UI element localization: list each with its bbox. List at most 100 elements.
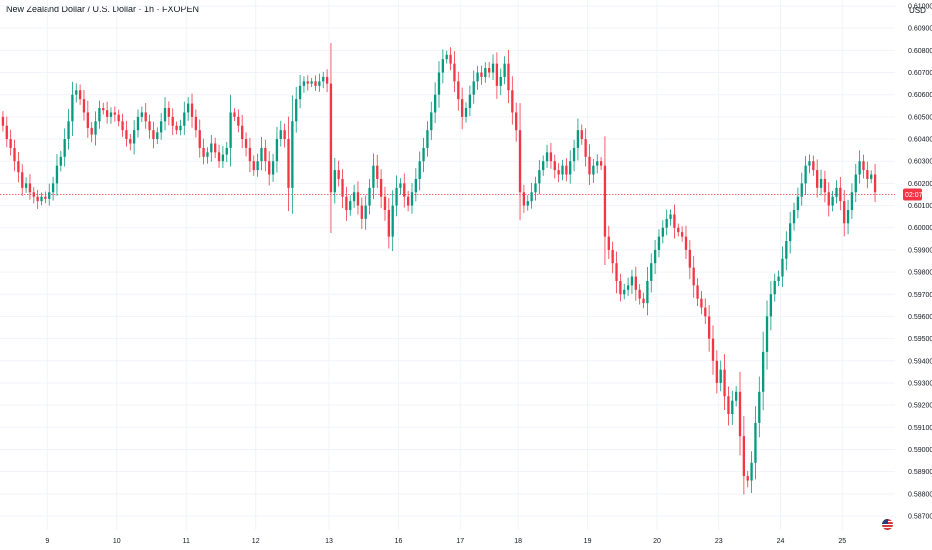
x-axis: 9 10 11 12 13 16 17 18 19 20 23 24 25: [45, 538, 846, 545]
candle-body: [557, 170, 560, 175]
candle-body: [59, 156, 62, 166]
candle: [495, 52, 499, 99]
candle-body: [90, 127, 93, 135]
candle: [785, 231, 788, 271]
candle-body: [287, 139, 290, 188]
candle-body: [71, 94, 74, 122]
candle: [5, 116, 8, 148]
candle-body: [565, 165, 568, 175]
candle: [426, 121, 429, 157]
candle-body: [854, 174, 857, 193]
candle-body: [109, 112, 113, 117]
candle: [669, 209, 672, 226]
candle-body: [395, 187, 398, 206]
candle: [507, 49, 510, 104]
candle-body: [399, 183, 402, 188]
candle: [422, 137, 425, 173]
y-axis: 0.61000 0.60900 0.60800 0.60700 0.60600 0.605…: [908, 4, 932, 521]
candle-body: [569, 161, 572, 175]
candle: [530, 182, 533, 209]
candle-body: [102, 108, 105, 111]
candle: [719, 360, 722, 392]
candle: [596, 154, 599, 174]
candle: [538, 160, 541, 195]
candle: [318, 73, 321, 92]
candle-body: [210, 143, 213, 153]
candle-body: [414, 178, 418, 193]
candle: [368, 178, 371, 215]
candle: [383, 186, 387, 221]
candle-body: [862, 161, 865, 171]
candle: [572, 139, 576, 172]
candle: [279, 120, 282, 147]
candle-body: [673, 214, 676, 228]
candle-body: [615, 263, 618, 281]
candle: [82, 90, 86, 121]
candle-body: [368, 187, 371, 206]
candle-body: [121, 121, 124, 131]
candle: [364, 195, 367, 230]
candle: [468, 85, 472, 117]
candle: [873, 163, 877, 203]
candle-body: [623, 289, 626, 295]
candle-body: [132, 130, 136, 144]
candle-body: [804, 165, 807, 184]
candle: [800, 172, 803, 206]
candle: [136, 109, 140, 138]
candle-body: [596, 161, 599, 166]
candle: [553, 154, 556, 179]
candle-body: [221, 154, 225, 162]
candle: [59, 151, 62, 172]
candle-body: [433, 94, 437, 113]
candle: [379, 169, 383, 209]
candle-body: [734, 391, 738, 401]
candle-body: [144, 112, 147, 122]
candle-body: [352, 192, 356, 202]
us-flag-icon[interactable]: [882, 519, 893, 530]
candle: [40, 192, 43, 206]
candle-body: [233, 112, 236, 117]
candle-body: [866, 170, 869, 179]
candle-body: [665, 218, 668, 228]
candle-body: [746, 476, 749, 481]
candle-body: [422, 147, 425, 162]
candle: [183, 101, 186, 135]
candle: [322, 71, 325, 89]
candle-body: [476, 72, 479, 82]
candle: [588, 144, 591, 186]
candle: [650, 253, 653, 293]
candle: [866, 161, 869, 189]
candle-body: [291, 121, 294, 188]
candle-body: [418, 161, 421, 179]
candle-body: [758, 391, 761, 423]
candle-body: [333, 170, 336, 193]
candle-body: [719, 369, 722, 383]
candle: [113, 106, 116, 122]
candle-body: [105, 110, 109, 117]
candle: [237, 109, 240, 133]
candle: [140, 106, 144, 122]
candle-body: [329, 83, 333, 193]
candle-body: [75, 90, 78, 95]
candle-body: [634, 276, 637, 290]
candle: [611, 241, 614, 274]
candle-body: [526, 201, 529, 206]
candle-body: [738, 391, 742, 437]
candle-body: [379, 178, 383, 197]
candle-body: [94, 121, 97, 135]
candle: [619, 273, 622, 302]
candle: [129, 133, 132, 151]
candle-body: [657, 236, 661, 250]
candle-body: [360, 205, 363, 219]
candle: [569, 150, 572, 184]
y-tick-label: 0.60400: [908, 137, 932, 144]
candle-body: [792, 210, 796, 224]
candle: [445, 50, 448, 64]
x-tick-label: 17: [456, 538, 464, 545]
candle: [287, 116, 290, 212]
candle: [217, 144, 221, 168]
candle: [460, 87, 464, 130]
candle-body: [256, 161, 259, 171]
candle-body: [318, 81, 321, 86]
